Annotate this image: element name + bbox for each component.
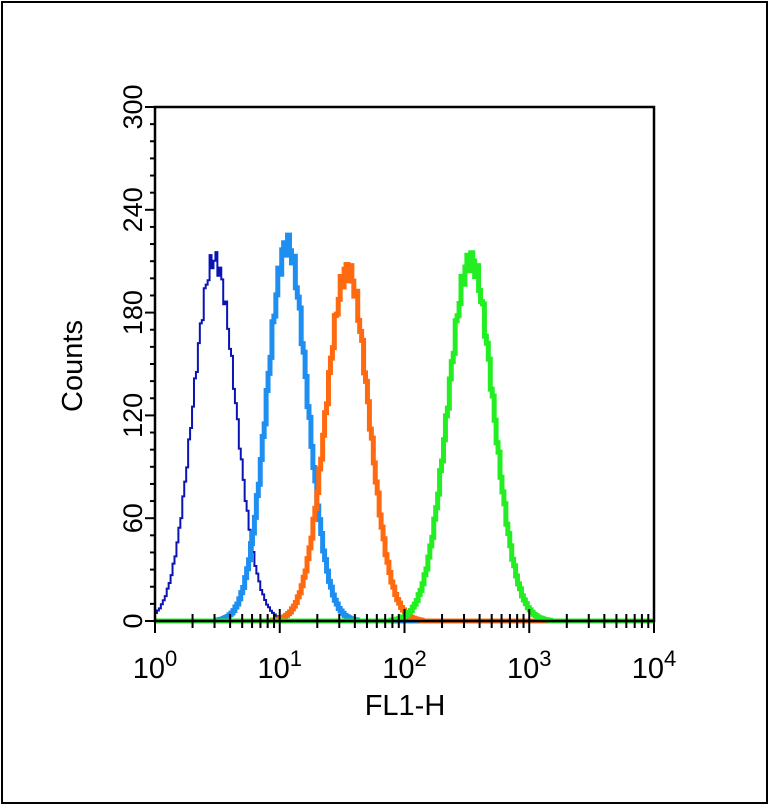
y-tick-label-0: 0: [118, 613, 148, 628]
y-axis-title: Counts: [57, 320, 89, 412]
y-tick-label-60: 60: [118, 503, 148, 533]
x-tick-label-2: 102: [382, 646, 427, 685]
y-tick-label-180: 180: [118, 290, 148, 335]
x-tick-label-1: 101: [258, 646, 303, 685]
y-tick-label-120: 120: [118, 393, 148, 438]
y-tick-label-300: 300: [118, 84, 148, 129]
y-tick-label-240: 240: [118, 187, 148, 232]
plot-background: [155, 107, 654, 621]
x-axis-ticks: 100 101 102 103 104: [133, 609, 677, 685]
x-axis-title: FL1-H: [365, 690, 446, 722]
y-axis-ticks: 0 60 120 180 240 300: [118, 84, 155, 629]
x-tick-label-3: 103: [507, 646, 552, 685]
x-tick-label-0: 100: [133, 646, 178, 685]
plot-area: [155, 107, 654, 621]
x-tick-label-4: 104: [632, 646, 677, 685]
